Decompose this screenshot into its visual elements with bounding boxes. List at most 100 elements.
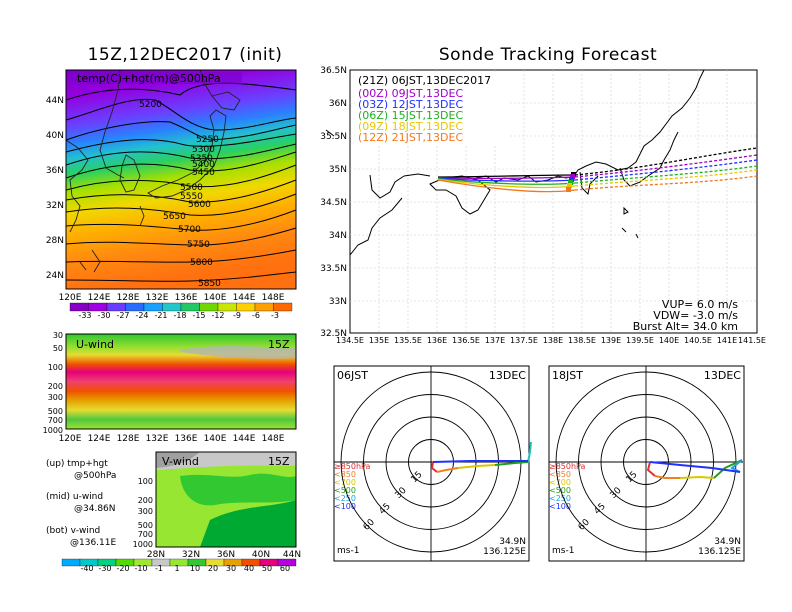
hodograph-date: 13DEC (489, 369, 526, 382)
lon-label: 128E (117, 293, 140, 303)
lat-label: 34.5N (320, 198, 347, 208)
legend-mid: (mid) u-wind (46, 492, 103, 502)
colorbar-label: 20 (208, 564, 218, 573)
vwind-field-mid (180, 473, 296, 506)
track-legend-line: (12Z) 21JST,13DEC (358, 131, 463, 144)
colorbar-label: 40 (244, 564, 254, 573)
colorbar-swatch (162, 302, 182, 312)
hodograph-trace (646, 459, 743, 479)
track-line-dashed (574, 175, 758, 191)
contour-label: 5750 (187, 240, 210, 250)
uwind-lon-labels: 120E 124E 128E 132E 136E 140E 144E 148E (59, 434, 285, 444)
lat-label: 35N (329, 165, 347, 175)
lat-label: 36N (329, 99, 347, 109)
map500-lat-labels: 44N 40N 36N 32N 28N 24N (46, 96, 64, 281)
lat-label: 33.5N (320, 264, 347, 274)
contour-label: 5200 (139, 100, 162, 110)
contour-label: 5700 (178, 225, 201, 235)
contour-label: 5250 (196, 135, 219, 145)
lon-label: 141.5E (738, 336, 766, 345)
colorbar-label: -10 (134, 564, 147, 573)
lon-label: 144E (233, 434, 256, 444)
hodograph-trace-segment (649, 461, 741, 473)
colorbar-label: -24 (135, 311, 148, 320)
colorbar-swatch (125, 302, 145, 312)
vwind-field-gray (156, 452, 200, 468)
contour-label: 5850 (198, 279, 221, 289)
contour-label: 5550 (180, 192, 203, 202)
panel-legend: (up) tmp+hgt @500hPa (mid) u-wind @34.86… (46, 459, 116, 548)
hodograph-left-panel: 06JST 13DEC ≥850hPa <850 <700 <500 <250 … (333, 365, 532, 562)
pressure-legend-item: <250 (549, 494, 571, 503)
p-label: 300 (138, 507, 153, 516)
track-panel: (21Z) 06JST,13DEC2017 (00Z) 09JST,13DEC … (320, 66, 766, 345)
vwind-colorbar-labels: -40 -30 -20 -10 -1 1 10 20 30 40 50 60 (80, 564, 290, 573)
vup-value: VUP= 6.0 m/s (662, 298, 738, 311)
hodograph-trace-segment (457, 464, 496, 469)
pressure-legend-item: <700 (549, 478, 571, 487)
hodograph-lat: 34.9N (499, 537, 526, 547)
colorbar-label: 60 (280, 564, 290, 573)
pressure-legend-item: <850 (549, 470, 571, 479)
pressure-legend-item: <500 (549, 486, 571, 495)
lon-label: 140E (204, 434, 227, 444)
uwind-weak-area (180, 346, 296, 359)
colorbar-label: 50 (262, 564, 272, 573)
track-lines (437, 147, 758, 193)
lon-label: 136E (427, 336, 447, 345)
track-legend-line: (06Z) 15JST,13DEC (358, 109, 463, 122)
pressure-legend-item: <100 (549, 502, 571, 511)
hodograph-trace-segment (713, 459, 743, 479)
colorbar-label: -12 (211, 311, 224, 320)
lat-label: 40N (46, 131, 64, 141)
lon-label: 138.5E (568, 336, 596, 345)
hodograph-trace-segment (527, 441, 532, 463)
colorbar-label: 1 (174, 564, 179, 573)
map500-contour-labels: 5200 5250 5300 5350 5400 5450 5500 5550 … (139, 100, 221, 289)
lat-label: 32.5N (320, 329, 347, 339)
lat-label: 33N (329, 297, 347, 307)
hodograph-trace (430, 441, 532, 473)
legend-mid-level: @34.86N (74, 504, 116, 514)
colorbar-swatch (236, 302, 256, 312)
hodograph-left-frame (333, 365, 530, 562)
legend-up: (up) tmp+hgt (46, 459, 108, 469)
lat-label: 28N (147, 550, 165, 560)
lon-label: 136E (175, 434, 198, 444)
track-legend-line: (03Z) 12JST,13DEC (358, 98, 463, 111)
right-title: Sonde Tracking Forecast (439, 45, 657, 65)
colorbar-swatch (273, 302, 293, 312)
hodograph-right-legend: ≥850hPa <850 <700 <500 <250 <100 (549, 462, 586, 511)
lat-label: 44N (283, 550, 301, 560)
hodograph-left-header: 06JST 13DEC (337, 369, 526, 382)
vwind-panel: V-wind 15Z 100 200 300 500 700 1000 28N … (61, 451, 301, 573)
colorbar-label: -33 (78, 311, 91, 320)
contour-label: 5350 (190, 154, 213, 164)
p-label: 30 (53, 331, 63, 340)
pressure-legend-item: ≥850hPa (334, 462, 371, 471)
colorbar-label: 30 (226, 564, 236, 573)
hodograph-time: 06JST (337, 369, 368, 382)
colorbar-label: -40 (80, 564, 93, 573)
hodograph-date: 13DEC (704, 369, 741, 382)
legend-bot-level: @136.11E (70, 538, 116, 548)
lon-label: 140.5E (684, 336, 712, 345)
colorbar-label: -21 (154, 311, 167, 320)
hodograph-trace-segment (679, 475, 715, 479)
pressure-legend-item: <100 (334, 502, 356, 511)
colorbar-swatch (106, 302, 126, 312)
track-legend: (21Z) 06JST,13DEC2017 (00Z) 09JST,13DEC … (358, 74, 491, 144)
lon-label: 132E (146, 434, 169, 444)
legend-up-level: @500hPa (74, 471, 116, 481)
lon-label: 141E (717, 336, 737, 345)
lon-label: 134.5E (336, 336, 364, 345)
uwind-p-labels: 30 50 100 200 300 500 700 1000 (43, 331, 63, 435)
lat-label: 36N (217, 550, 235, 560)
hodograph-trace-segment (654, 475, 680, 479)
track-line-dashed (574, 165, 758, 184)
track-line-dashed (574, 147, 758, 176)
p-label: 100 (48, 363, 63, 372)
map500-panel: 5200 5250 5300 5350 5400 5450 5500 5550 … (46, 69, 297, 320)
pressure-legend-item: <250 (334, 494, 356, 503)
contour-label: 5400 (192, 160, 215, 170)
